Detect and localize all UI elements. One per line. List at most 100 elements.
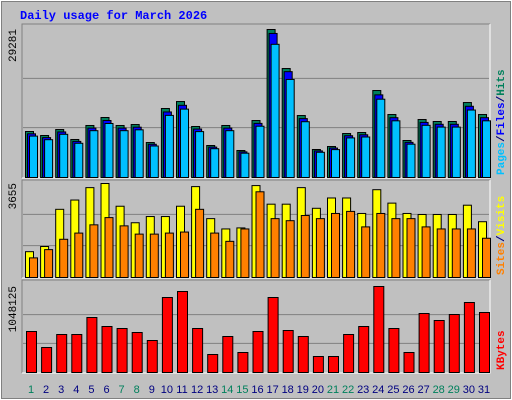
bar <box>315 218 325 279</box>
legend-entry: Visits <box>496 196 508 236</box>
x-tick-label: 23 <box>357 384 369 396</box>
bar <box>41 347 53 374</box>
x-tick-label: 30 <box>463 384 475 396</box>
bar <box>421 124 431 178</box>
bar <box>104 217 114 278</box>
bar <box>433 320 445 374</box>
x-tick-label: 28 <box>433 384 445 396</box>
bar <box>436 126 446 178</box>
x-tick-label: 6 <box>103 384 109 396</box>
bar <box>164 114 174 178</box>
bar <box>300 121 310 178</box>
x-tick-label: 13 <box>206 384 218 396</box>
bar <box>180 108 189 178</box>
bar <box>146 340 158 373</box>
legend-separator: / <box>496 235 508 242</box>
bar <box>255 125 265 178</box>
bar <box>270 43 280 179</box>
bar <box>161 297 173 374</box>
bar <box>195 208 205 278</box>
bar <box>406 218 416 279</box>
panel-border <box>21 179 490 278</box>
bar <box>328 356 339 374</box>
bar <box>74 142 84 179</box>
bar <box>300 215 310 278</box>
bar <box>270 218 280 279</box>
x-tick-label: 8 <box>134 384 140 396</box>
bar <box>388 328 400 373</box>
bar <box>222 336 234 373</box>
bar <box>237 352 249 374</box>
bar <box>71 334 83 373</box>
bar <box>59 238 69 278</box>
bar <box>89 224 99 278</box>
bar <box>177 291 188 373</box>
legend: Pages/Files/Hits <box>496 69 508 175</box>
bar <box>116 328 128 373</box>
bar <box>29 257 38 278</box>
bar <box>240 228 250 278</box>
y-tick-label: 3655 <box>8 183 20 209</box>
bar <box>207 354 219 373</box>
bar <box>134 129 144 178</box>
legend-entry: Sites <box>496 242 508 275</box>
bar <box>331 149 340 178</box>
x-tick-label: 19 <box>297 384 309 396</box>
bar <box>255 191 265 279</box>
bar <box>131 332 143 374</box>
bar <box>180 231 189 279</box>
bar <box>86 317 98 373</box>
y-tick-label: 1048125 <box>8 286 20 332</box>
bar <box>451 228 461 278</box>
bar <box>482 120 491 178</box>
x-tick-label: 9 <box>149 384 155 396</box>
x-tick-label: 27 <box>417 384 429 396</box>
legend-separator: / <box>496 135 508 142</box>
bar <box>26 331 37 373</box>
x-tick-label: 14 <box>221 384 233 396</box>
panel-border <box>21 23 490 178</box>
x-tick-label: 10 <box>161 384 173 396</box>
bar <box>391 218 401 279</box>
bar <box>403 352 415 374</box>
bar <box>451 126 461 178</box>
bar <box>210 232 220 278</box>
bar <box>285 220 295 278</box>
bar <box>361 136 371 178</box>
bar <box>282 330 294 373</box>
x-tick-label: 26 <box>402 384 414 396</box>
bar <box>406 143 416 179</box>
x-tick-label: 17 <box>266 384 278 396</box>
bar <box>267 297 279 374</box>
bar <box>240 152 250 178</box>
bar <box>104 123 114 178</box>
bar <box>74 232 84 278</box>
bar <box>59 133 69 179</box>
bar <box>192 328 204 373</box>
bar <box>149 145 159 179</box>
x-tick-label: 16 <box>251 384 263 396</box>
bar <box>195 131 205 179</box>
x-tick-label: 5 <box>88 384 94 396</box>
legend-entry: Pages <box>496 142 508 175</box>
bar <box>466 228 476 278</box>
bar <box>56 334 68 373</box>
panel-border <box>22 180 491 279</box>
bar <box>164 232 174 278</box>
bar <box>149 233 159 278</box>
bar <box>119 130 129 179</box>
x-tick-label: 4 <box>73 384 79 396</box>
bar <box>466 109 476 178</box>
bar <box>210 148 220 178</box>
x-tick-label: 18 <box>282 384 294 396</box>
bar <box>358 326 370 374</box>
bar <box>376 212 386 279</box>
x-tick-label: 21 <box>327 384 339 396</box>
x-tick-label: 24 <box>372 384 384 396</box>
panel-border <box>21 279 490 373</box>
legend-separator: / <box>496 95 508 102</box>
bar <box>463 302 475 373</box>
x-tick-label: 29 <box>448 384 460 396</box>
legend-entry: Hits <box>496 69 508 95</box>
bar <box>44 249 54 278</box>
